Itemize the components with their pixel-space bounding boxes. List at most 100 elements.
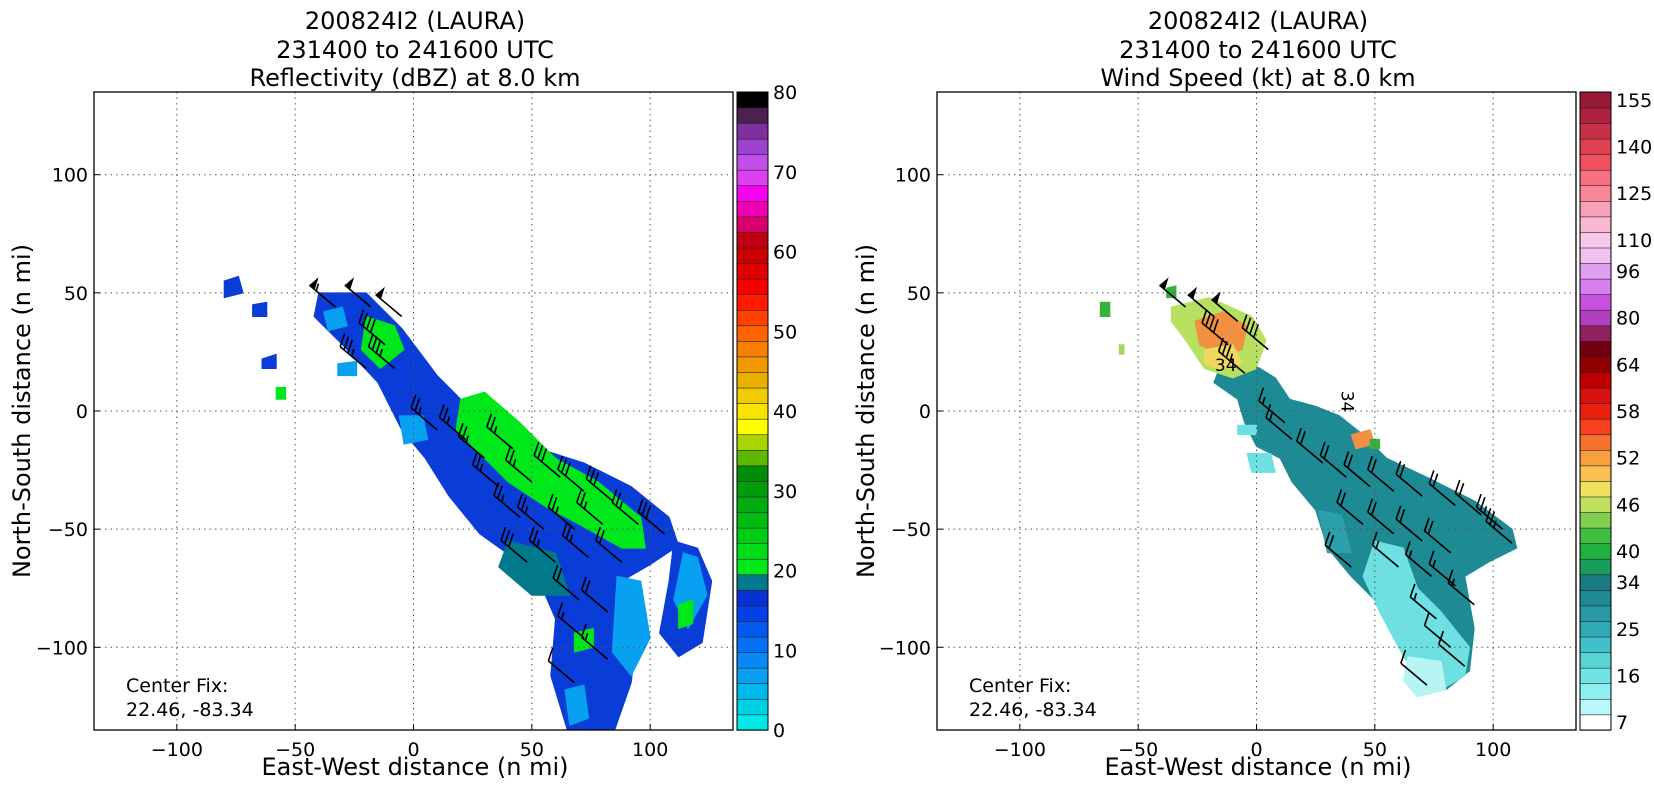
colorbar-segment bbox=[736, 169, 769, 187]
barb-staff bbox=[1371, 544, 1400, 568]
barb-flag bbox=[486, 413, 493, 428]
barb-pennant bbox=[1159, 277, 1169, 290]
colorbar-segment bbox=[736, 293, 769, 311]
colorbar-tick-label: 140 bbox=[1616, 136, 1652, 158]
barb-flag bbox=[1212, 319, 1219, 333]
barb-flag bbox=[504, 446, 512, 461]
barb-staff bbox=[581, 636, 609, 660]
colorbar-segment bbox=[736, 371, 769, 389]
barb-flag bbox=[461, 426, 468, 440]
barb-staff bbox=[585, 478, 613, 502]
colorbar-tick-label: 7 bbox=[1616, 712, 1628, 734]
colorbar-tick-label: 46 bbox=[1616, 494, 1640, 516]
colorbar-segment bbox=[1579, 200, 1612, 218]
colorbar-segment bbox=[1579, 636, 1612, 653]
x-tick-label: −100 bbox=[151, 739, 203, 761]
barb-flag bbox=[1400, 649, 1407, 664]
barb-flag bbox=[1252, 323, 1260, 338]
barb-staff bbox=[1241, 327, 1269, 351]
colorbar-tick-label: 125 bbox=[1616, 183, 1652, 205]
barb-staff bbox=[410, 407, 438, 431]
echo-region bbox=[337, 360, 358, 377]
barb-flag bbox=[1423, 517, 1430, 532]
barb-half-flag bbox=[1413, 592, 1418, 601]
colorbar-segment bbox=[1579, 558, 1612, 576]
y-tick-labels: −100 −50 0 50 100 bbox=[879, 165, 943, 659]
echo-region bbox=[1166, 285, 1177, 299]
wind-barb bbox=[375, 286, 403, 318]
barb-staff bbox=[1447, 582, 1475, 606]
colorbar-segment bbox=[736, 698, 769, 716]
wind-barb bbox=[516, 493, 545, 530]
wind-barb bbox=[575, 489, 604, 526]
barb-flag bbox=[1371, 531, 1378, 546]
wind-barb bbox=[580, 576, 609, 613]
colorbar-segment bbox=[736, 153, 769, 171]
barb-half-flag bbox=[1375, 540, 1380, 549]
barb-flag bbox=[1395, 505, 1402, 520]
barb-half-flag bbox=[493, 425, 498, 434]
echo-region bbox=[223, 275, 244, 299]
barb-staff bbox=[500, 539, 528, 563]
contour-labels: 34 34 bbox=[1215, 356, 1357, 413]
colorbar-segment bbox=[1579, 309, 1612, 327]
colorbar-tick-labels: 0 10 20 30 40 50 60 70 80 bbox=[773, 82, 797, 742]
wind-barb bbox=[1447, 569, 1475, 606]
barb-staff bbox=[1409, 596, 1437, 620]
wind-barb bbox=[1343, 451, 1371, 488]
barb-flag bbox=[489, 416, 496, 431]
barb-flag bbox=[1427, 520, 1434, 535]
colorbar-segment bbox=[736, 325, 769, 342]
echo-layer bbox=[1099, 285, 1518, 698]
barb-flag bbox=[645, 505, 652, 519]
colorbar-frame bbox=[1579, 91, 1612, 731]
barb-flag bbox=[1265, 404, 1272, 418]
barb-flag bbox=[533, 441, 540, 456]
echo-region bbox=[1362, 540, 1470, 691]
barb-staff bbox=[1265, 416, 1293, 441]
colorbar-segment bbox=[736, 449, 769, 467]
colorbar-tick-label: 155 bbox=[1616, 90, 1652, 112]
colorbar-segment bbox=[1579, 153, 1612, 171]
x-tick-label: −100 bbox=[994, 739, 1046, 761]
colorbar-segment bbox=[736, 231, 769, 249]
barb-flag bbox=[347, 339, 354, 354]
barb-flag bbox=[358, 309, 365, 324]
barb-staff bbox=[576, 501, 604, 526]
colorbar-segment bbox=[1579, 293, 1612, 311]
colorbar-segment bbox=[1579, 527, 1612, 544]
colorbar-segment bbox=[1579, 714, 1612, 731]
echo-region bbox=[678, 599, 694, 629]
barb-staff bbox=[1211, 298, 1239, 322]
barb-half-flag bbox=[315, 283, 320, 292]
wind-barb bbox=[594, 526, 623, 563]
wind-barb bbox=[557, 602, 585, 639]
gridlines bbox=[937, 92, 1576, 730]
barb-flag bbox=[500, 526, 507, 541]
colorbar-segment bbox=[736, 651, 769, 669]
barb-staff bbox=[1296, 440, 1324, 464]
y-tick-label: −100 bbox=[36, 637, 88, 659]
colorbar-segment bbox=[736, 309, 769, 327]
barb-half-flag bbox=[1451, 578, 1455, 587]
colorbar-segment bbox=[736, 620, 769, 638]
barb-flag bbox=[1201, 309, 1208, 324]
barb-flag bbox=[1366, 456, 1374, 470]
barb-staff bbox=[547, 506, 575, 530]
colorbar-segment bbox=[736, 589, 769, 607]
barb-flag bbox=[457, 423, 464, 437]
wind-barb bbox=[1158, 277, 1187, 308]
y-tick-label: 50 bbox=[64, 283, 88, 305]
barb-staff bbox=[1424, 530, 1452, 554]
colorbar-tick-label: 110 bbox=[1616, 230, 1652, 252]
echo-region bbox=[564, 684, 590, 726]
colorbar-tick-label: 30 bbox=[773, 481, 797, 503]
barb-flag bbox=[1423, 612, 1430, 626]
barb-staff bbox=[1367, 468, 1395, 492]
barb-flag bbox=[556, 567, 563, 582]
wind-barb bbox=[410, 394, 438, 431]
barb-flag bbox=[1299, 430, 1306, 445]
echo-region bbox=[398, 415, 429, 445]
barb-half-flag bbox=[379, 348, 384, 357]
wind-barb bbox=[561, 522, 590, 559]
